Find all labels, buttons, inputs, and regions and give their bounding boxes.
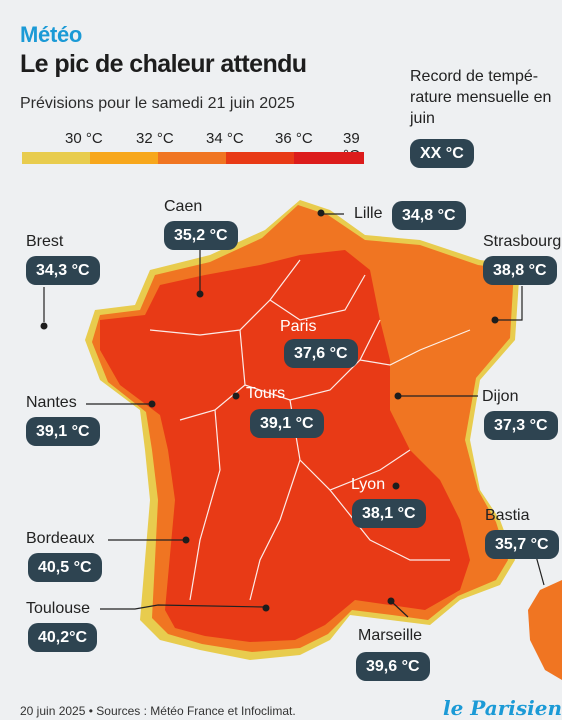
legend-label-34: 34 °C	[206, 130, 244, 147]
record-explainer: Record de tempé-rature mensuelle en juin	[410, 68, 552, 127]
page-title: Le pic de chaleur attendu	[20, 50, 307, 78]
temp-pill-brest: 34,3 °C	[26, 256, 100, 285]
legend-swatch-5	[294, 152, 364, 164]
city-label-lille: Lille	[354, 205, 383, 222]
city-label-paris: Paris	[280, 318, 317, 335]
city-label-tours: Tours	[246, 385, 286, 402]
legend-label-32: 32 °C	[136, 130, 174, 147]
legend: 30 °C 32 °C 34 °C 36 °C 39 °C	[22, 126, 364, 166]
legend-label-30: 30 °C	[65, 130, 103, 147]
city-label-brest: Brest	[26, 233, 64, 250]
subtitle: Prévisions pour le samedi 21 juin 2025	[20, 95, 295, 112]
temp-pill-lyon: 38,1 °C	[352, 499, 426, 528]
temp-pill-marseille: 39,6 °C	[356, 652, 430, 681]
temp-pill-bastia: 35,7 °C	[485, 530, 559, 559]
temp-pill-tours: 39,1 °C	[250, 409, 324, 438]
legend-swatch-1	[22, 152, 90, 164]
temp-pill-bordeaux: 40,5 °C	[28, 553, 102, 582]
city-label-strasbourg: Strasbourg	[483, 233, 562, 250]
temp-pill-nantes: 39,1 °C	[26, 417, 100, 446]
legend-swatch-2	[90, 152, 158, 164]
city-label-bordeaux: Bordeaux	[26, 530, 95, 547]
source-note: 20 juin 2025 • Sources : Météo France et…	[20, 704, 296, 718]
city-label-bastia: Bastia	[485, 507, 530, 524]
region-borders	[149, 259, 471, 601]
temp-pill-strasbourg: 38,8 °C	[483, 256, 557, 285]
record-pill: XX °C	[410, 139, 474, 168]
temp-pill-dijon: 37,3 °C	[484, 411, 558, 440]
city-label-toulouse: Toulouse	[26, 600, 91, 617]
city-label-lyon: Lyon	[351, 476, 386, 493]
publisher-logo: le Parisien	[442, 696, 562, 720]
temp-pill-toulouse: 40,2°C	[28, 623, 98, 652]
legend-label-36: 36 °C	[275, 130, 313, 147]
city-label-caen: Caen	[164, 198, 203, 215]
temp-pill-caen: 35,2 °C	[164, 221, 238, 250]
kicker: Météo	[20, 22, 83, 47]
legend-swatch-4	[226, 152, 294, 164]
corsica	[528, 580, 562, 680]
city-label-nantes: Nantes	[26, 394, 77, 411]
city-label-marseille: Marseille	[358, 627, 423, 644]
city-label-dijon: Dijon	[482, 388, 519, 405]
temp-pill-lille: 34,8 °C	[392, 201, 466, 230]
legend-swatch-3	[158, 152, 226, 164]
temp-pill-paris: 37,6 °C	[284, 339, 358, 368]
